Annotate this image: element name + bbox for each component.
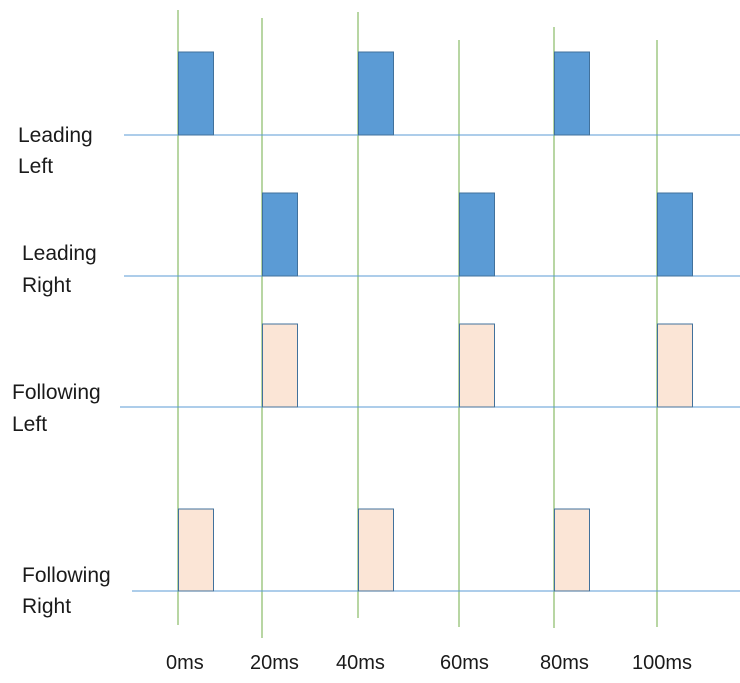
pulse-row-1-60ms [459,192,495,277]
time-label-40ms: 40ms [336,652,385,674]
pulse-row-3-80ms [554,508,590,592]
pulse-row-2-20ms [262,323,298,408]
pulse-row-0-40ms [358,51,394,136]
row-2-label-line-2: Left [12,413,47,436]
time-label-60ms: 60ms [440,652,489,674]
row-0-label-line-2: Left [18,155,53,178]
row-2-label-line-1: Following [12,381,101,404]
pulse-row-3-40ms [358,508,394,592]
pulse-row-1-100ms [657,192,693,277]
pulse-row-0-0ms [178,51,214,136]
row-baselines [120,134,740,592]
time-label-100ms: 100ms [632,652,692,674]
pulses [178,51,693,592]
pulse-row-3-0ms [178,508,214,592]
pulse-row-1-20ms [262,192,298,277]
pulse-row-2-100ms [657,323,693,408]
time-label-0ms: 0ms [166,652,204,674]
row-1-label-line-1: Leading [22,242,97,265]
row-3-label-line-1: Following [22,564,111,587]
row-0-label-line-1: Leading [18,124,93,147]
row-3-label-line-2: Right [22,595,71,618]
time-label-80ms: 80ms [540,652,589,674]
pulse-row-2-60ms [459,323,495,408]
row-1-label-line-2: Right [22,274,71,297]
time-label-20ms: 20ms [250,652,299,674]
pulse-row-0-80ms [554,51,590,136]
